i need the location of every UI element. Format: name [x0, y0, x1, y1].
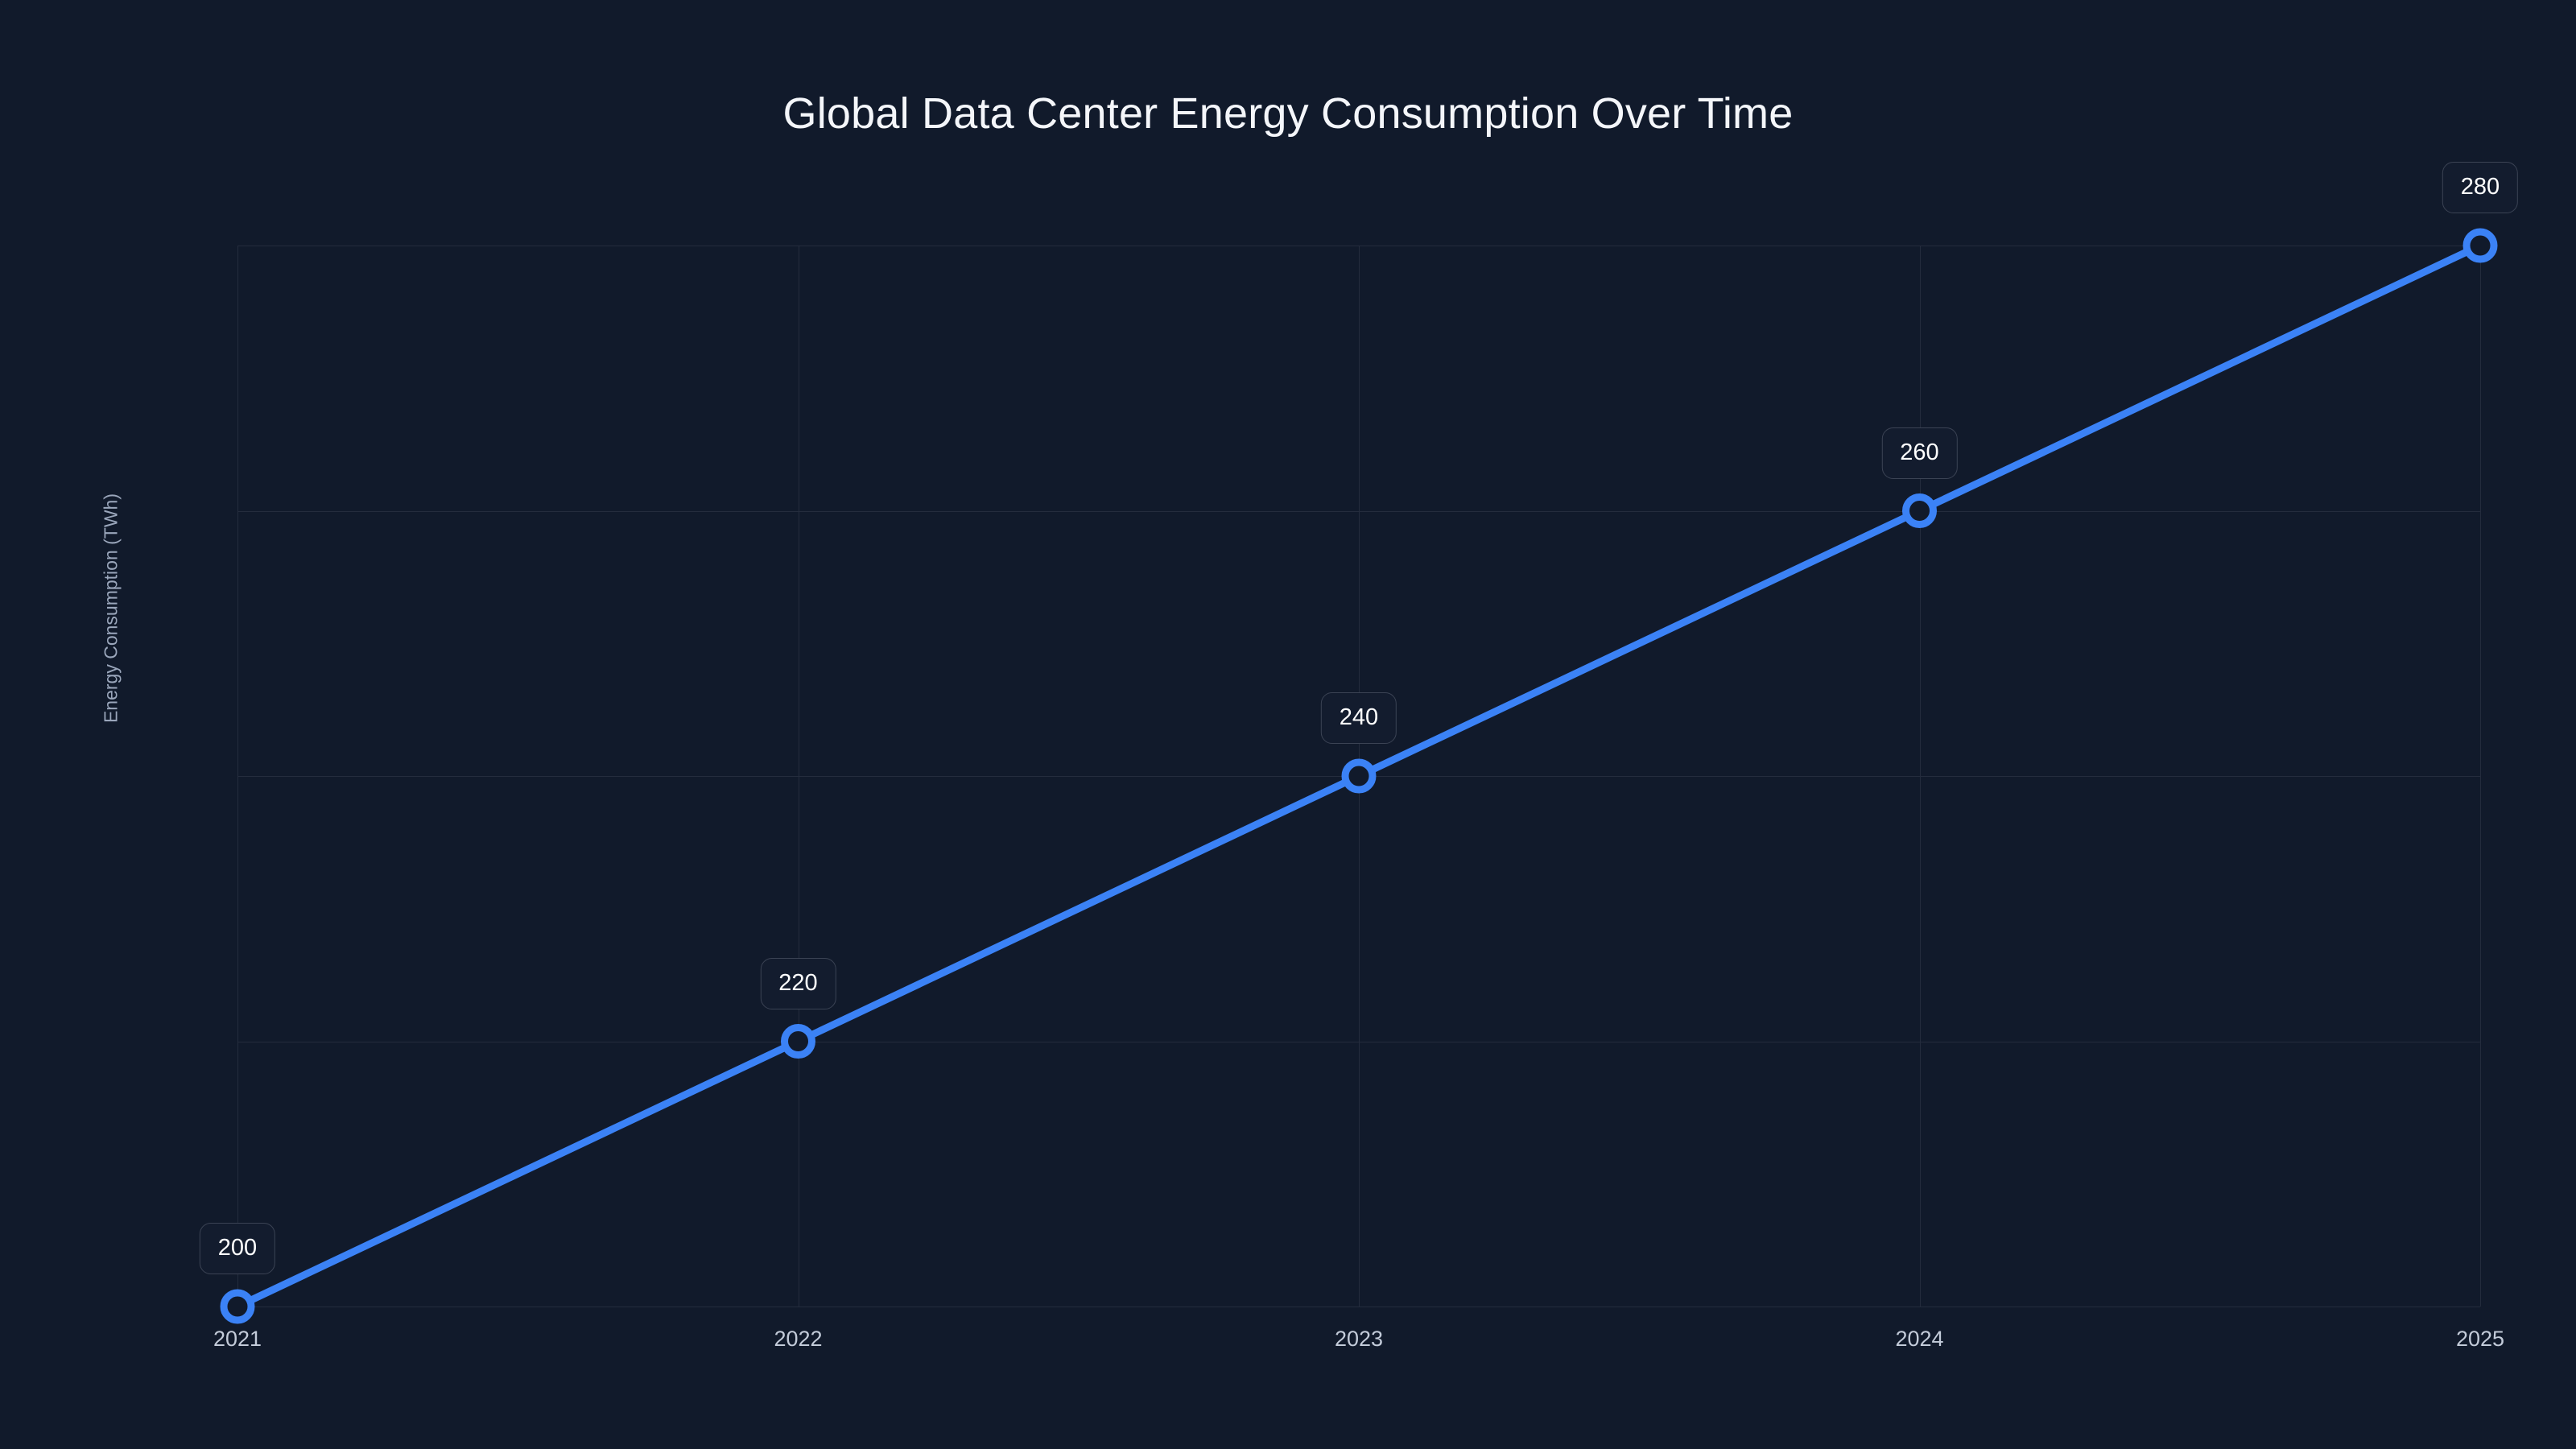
- data-label-badge: 220: [760, 957, 836, 1009]
- data-label-badge: 240: [1320, 692, 1397, 744]
- x-axis-tick-label: 2023: [1334, 1327, 1384, 1351]
- x-axis-tick-label: 2025: [2455, 1327, 2505, 1351]
- x-axis-tick-label: 2022: [774, 1327, 823, 1351]
- data-label-badge: 200: [199, 1223, 276, 1274]
- gridline-vertical: [1919, 246, 1921, 1307]
- y-axis-label: Energy Consumption (TWh): [100, 493, 122, 724]
- x-axis-tick-label: 2021: [213, 1327, 262, 1351]
- chart-title: Global Data Center Energy Consumption Ov…: [782, 89, 1794, 138]
- data-label-badge: 260: [1881, 427, 1958, 479]
- x-axis-tick-label: 2024: [1895, 1327, 1944, 1351]
- gridline-vertical: [1359, 246, 1360, 1307]
- plot-area: [237, 246, 2481, 1307]
- data-label-badge: 280: [2442, 162, 2519, 213]
- gridline-vertical: [237, 246, 238, 1307]
- gridline-vertical: [2480, 246, 2481, 1307]
